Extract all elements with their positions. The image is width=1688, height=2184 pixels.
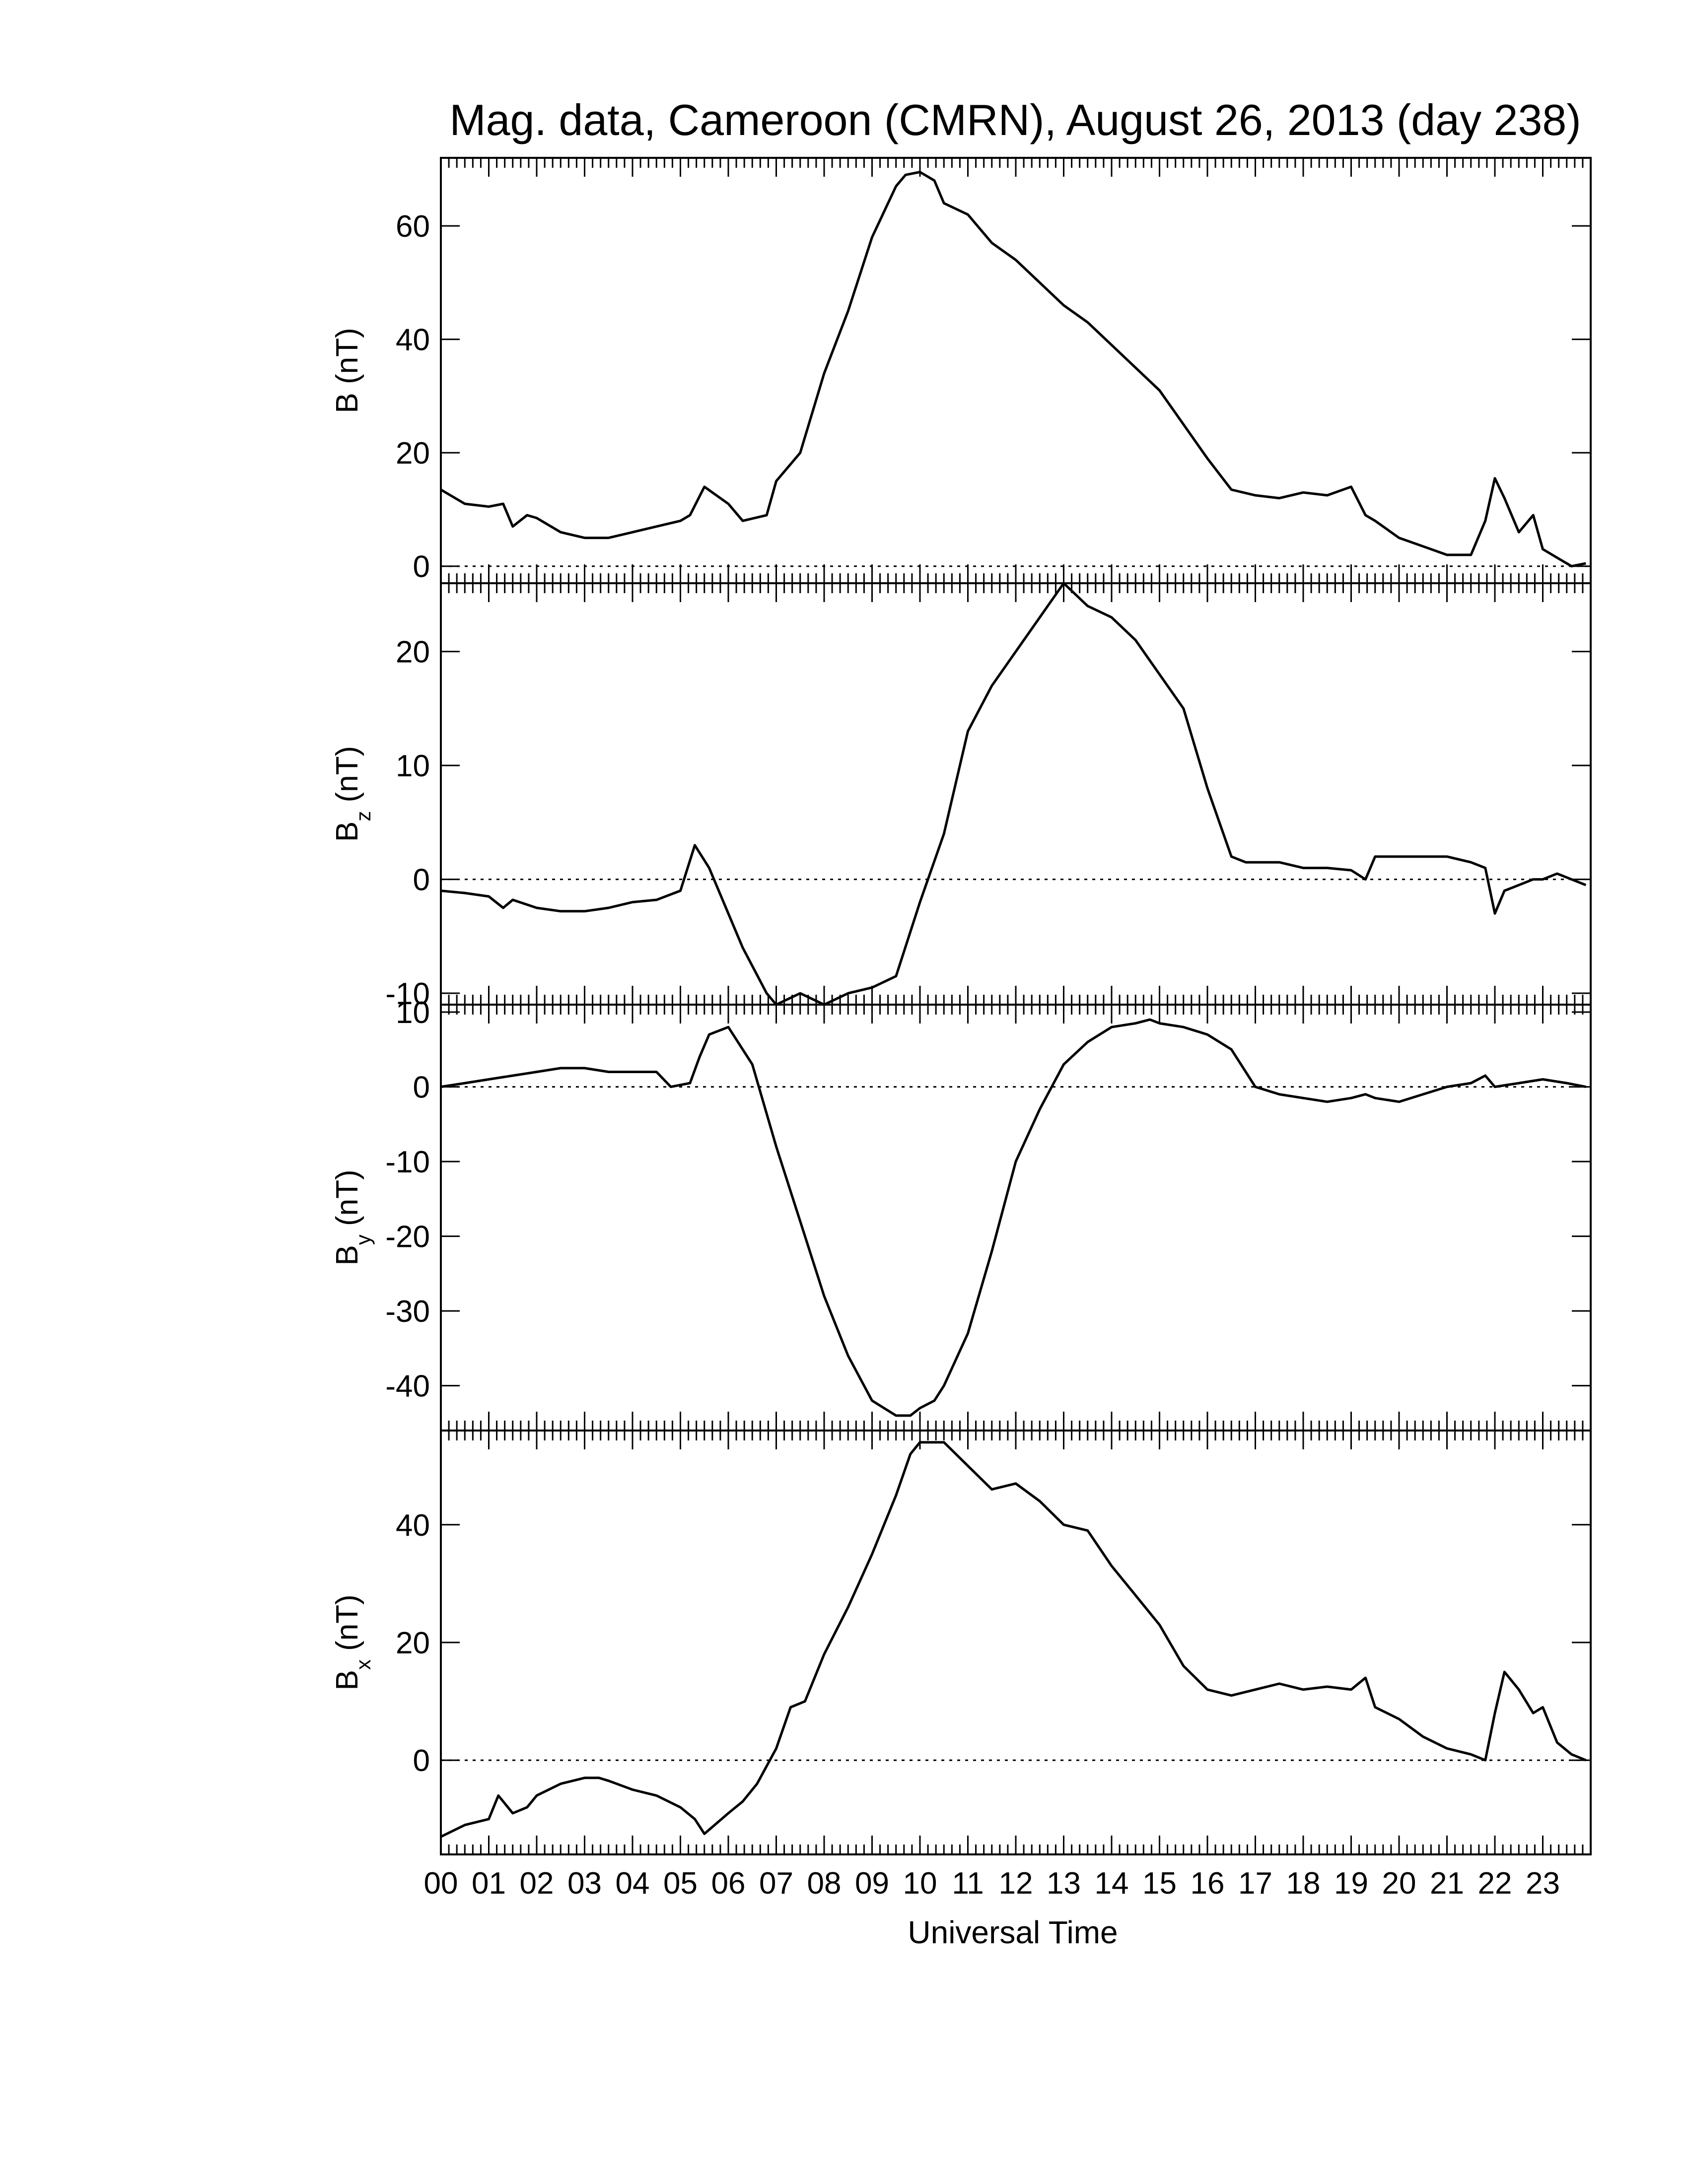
panel-frame [440,1004,1592,1432]
panel-frame [440,1430,1592,1855]
y-tick-label: 20 [396,635,430,670]
y-axis-label-unit: (nT) [330,746,364,811]
panel-4: 0 20 40 Bx (nT) [330,1430,1592,1855]
y-axis-label-subscript: y [352,1234,375,1245]
y-axis-label-subscript: z [352,811,375,821]
y-tick-label: 0 [413,863,430,897]
x-tick-label: 22 [1478,1866,1512,1901]
x-tick-label: 15 [1142,1866,1177,1901]
panel-2: -10 0 10 20 Bz (nT) [330,582,1592,1011]
y-tick-label: 40 [396,323,430,357]
y-axis-label-main: B [330,393,364,413]
x-tick-label: 00 [424,1866,458,1901]
x-tick-label: 20 [1382,1866,1416,1901]
y-tick-label: 60 [396,209,430,244]
y-axis-label-main: B [330,1670,364,1690]
y-axis-label-unit: (nT) [330,1594,364,1659]
x-tick-label: 01 [472,1866,506,1901]
x-tick-label: 04 [616,1866,650,1901]
y-tick-label: 20 [396,436,430,471]
x-tick-label: 03 [567,1866,602,1901]
y-axis-label-main: B [330,1245,364,1265]
y-tick-label: -10 [385,1145,430,1179]
x-tick-label: 05 [663,1866,698,1901]
chart-title: Mag. data, Cameroon (CMRN), August 26, 2… [449,95,1581,144]
x-tick-label: 21 [1430,1866,1464,1901]
y-axis-label-unit: (nT) [330,1169,364,1234]
x-tick-label: 23 [1526,1866,1560,1901]
series-line [440,1018,1586,1417]
x-tick-label: 12 [999,1866,1033,1901]
y-tick-label: 10 [396,996,430,1030]
x-tick-label: 19 [1334,1866,1368,1901]
x-tick-label: 16 [1191,1866,1225,1901]
y-axis-label: Bz (nT) [330,746,375,842]
y-tick-label: -10 [385,977,430,1011]
y-tick-label: 0 [413,1071,430,1105]
x-tick-label: 06 [711,1866,746,1901]
y-tick-label: -20 [385,1220,430,1254]
y-axis-label: Bx (nT) [330,1594,375,1690]
y-tick-label: 20 [396,1626,430,1660]
x-tick-label: 02 [520,1866,554,1901]
panels: 0 20 40 60 B (nT) -10 0 10 20 Bz (nT) -40 -30 -20 -10… [330,157,1592,1855]
x-tick-label: 10 [903,1866,937,1901]
x-tick-labels: 00 01 02 03 04 05 06 07 08 09 10 11 12 13 14 15 16 17 18 19… [424,1866,1560,1901]
y-tick-label: -40 [385,1369,430,1404]
panel-3: -40 -30 -20 -10 0 10 By (nT) [330,996,1592,1432]
panel-1: 0 20 40 60 B (nT) [330,157,1592,584]
x-tick-label: 07 [759,1866,793,1901]
panel-frame [440,157,1592,584]
panel-frame [440,582,1592,1006]
series-line [440,582,1587,1006]
y-axis-label: B (nT) [330,328,364,413]
y-tick-label: -30 [385,1295,430,1329]
y-tick-label: 0 [413,1744,430,1778]
series-line [440,171,1586,568]
x-tick-label: 08 [807,1866,842,1901]
y-axis-label-main: B [330,821,364,842]
x-tick-label: 17 [1238,1866,1272,1901]
y-axis-label: By (nT) [330,1169,375,1265]
y-axis-label-subscript: x [352,1659,375,1670]
y-tick-label: 0 [413,550,430,584]
x-tick-label: 09 [855,1866,889,1901]
y-axis-label-unit: (nT) [330,328,364,393]
x-tick-label: 18 [1286,1866,1321,1901]
x-tick-label: 11 [952,1866,984,1901]
x-axis-label: Universal Time [908,1914,1118,1950]
x-tick-label: 14 [1095,1866,1129,1901]
x-tick-label: 13 [1047,1866,1081,1901]
y-tick-label: 10 [396,749,430,783]
y-tick-label: 40 [396,1508,430,1543]
series-line [440,1441,1587,1838]
